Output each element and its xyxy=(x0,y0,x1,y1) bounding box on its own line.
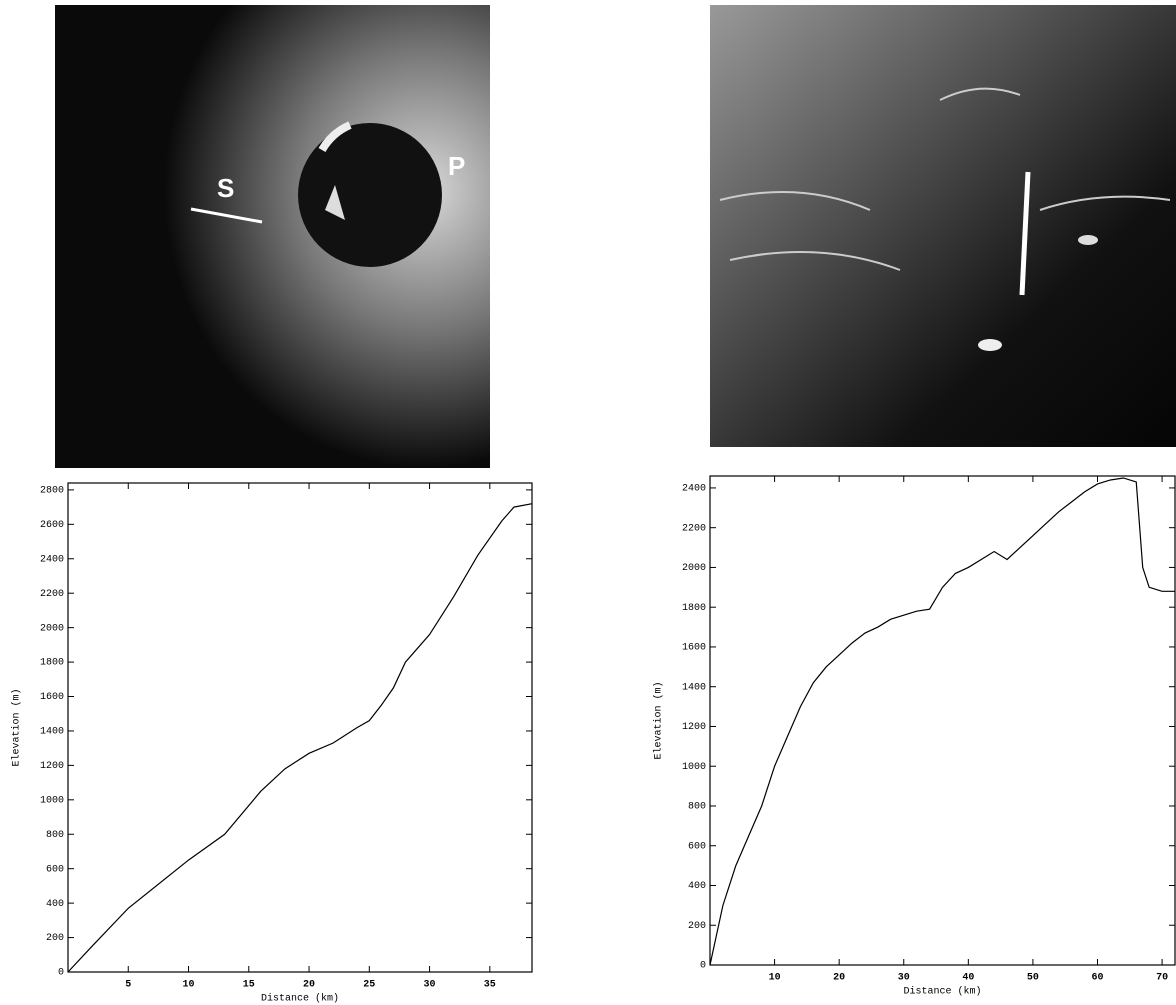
y-tick-label: 2200 xyxy=(682,523,706,534)
y-tick-label: 1200 xyxy=(682,722,706,733)
x-tick-label: 25 xyxy=(363,980,375,991)
y-tick-label: 1400 xyxy=(40,727,64,738)
x-tick-label: 60 xyxy=(1091,973,1103,984)
y-tick-label: 1200 xyxy=(40,761,64,772)
y-tick-label: 600 xyxy=(46,864,64,875)
y-tick-label: 600 xyxy=(688,841,706,852)
x-tick-label: 30 xyxy=(898,973,910,984)
x-tick-label: 15 xyxy=(243,980,255,991)
y-tick-label: 2400 xyxy=(40,554,64,565)
y-tick-label: 0 xyxy=(700,961,706,972)
y-tick-label: 1600 xyxy=(40,692,64,703)
y-tick-label: 2600 xyxy=(40,520,64,531)
y-axis-label: Elevation (m) xyxy=(11,688,23,766)
x-tick-label: 70 xyxy=(1156,973,1168,984)
x-axis-label: Distance (km) xyxy=(903,986,981,998)
x-tick-label: 50 xyxy=(1027,973,1039,984)
y-tick-label: 2200 xyxy=(40,589,64,600)
y-tick-label: 2800 xyxy=(40,486,64,497)
left-image: S P xyxy=(55,5,490,468)
y-tick-label: 2000 xyxy=(40,623,64,634)
y-tick-label: 1800 xyxy=(682,603,706,614)
y-tick-label: 0 xyxy=(58,968,64,979)
image-label: P xyxy=(448,151,465,181)
y-tick-label: 2400 xyxy=(682,484,706,495)
x-tick-label: 10 xyxy=(183,980,195,991)
plot-frame xyxy=(67,482,533,973)
x-tick-label: 10 xyxy=(769,973,781,984)
y-tick-label: 2000 xyxy=(682,563,706,574)
plot-frame xyxy=(709,475,1176,966)
y-tick-label: 800 xyxy=(688,802,706,813)
y-tick-label: 1800 xyxy=(40,658,64,669)
y-tick-label: 200 xyxy=(688,921,706,932)
y-axis-label: Elevation (m) xyxy=(653,681,665,759)
x-axis-label: Distance (km) xyxy=(261,993,339,1005)
y-tick-label: 1000 xyxy=(682,762,706,773)
profile-line xyxy=(67,503,533,973)
x-tick-label: 20 xyxy=(303,980,315,991)
y-tick-label: 400 xyxy=(46,899,64,910)
x-tick-label: 20 xyxy=(833,973,845,984)
y-tick-label: 800 xyxy=(46,830,64,841)
x-tick-label: 30 xyxy=(424,980,436,991)
y-tick-label: 1400 xyxy=(682,682,706,693)
y-tick-label: 200 xyxy=(46,933,64,944)
y-tick-label: 400 xyxy=(688,881,706,892)
y-tick-label: 1600 xyxy=(682,643,706,654)
profile-line xyxy=(709,477,1175,966)
x-tick-label: 35 xyxy=(484,980,496,991)
right-image xyxy=(710,5,1176,447)
y-tick-label: 1000 xyxy=(40,795,64,806)
x-tick-label: 40 xyxy=(962,973,974,984)
image-label: S xyxy=(217,173,234,203)
x-tick-label: 5 xyxy=(125,980,131,991)
